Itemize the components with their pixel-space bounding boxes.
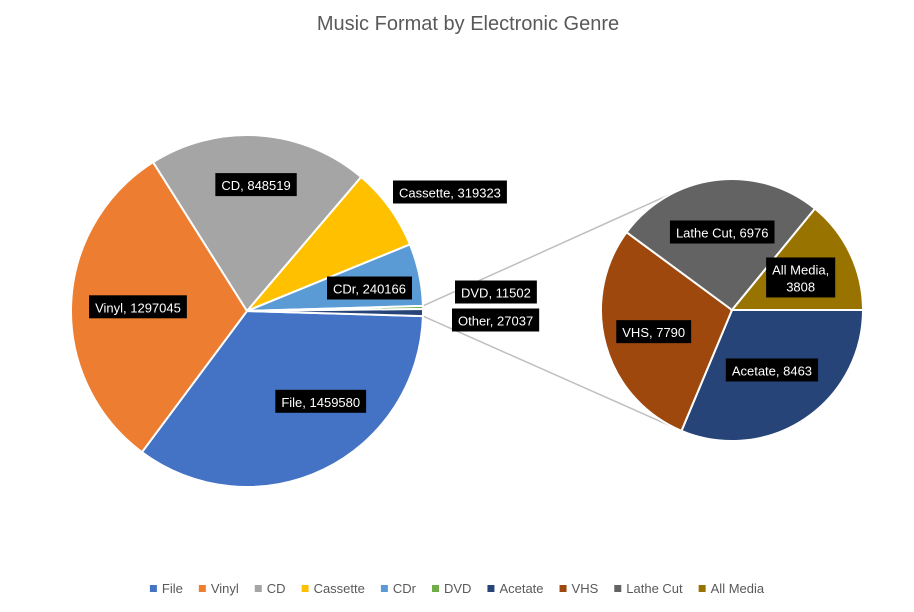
label-file-text: File, 1459580 bbox=[281, 395, 360, 410]
chart-title: Music Format by Electronic Genre bbox=[317, 13, 619, 35]
label-cd-box bbox=[215, 173, 297, 197]
legend-swatch bbox=[149, 585, 157, 592]
label-lathe-cut: Lathe Cut, 6976 bbox=[669, 220, 775, 244]
label-cdr-text: CDr, 240166 bbox=[333, 282, 406, 297]
legend-item-all-media: All Media bbox=[698, 581, 765, 596]
label-dvd-text: DVD, 11502 bbox=[461, 286, 531, 301]
label-vhs-text: VHS, 7790 bbox=[622, 325, 685, 340]
label-vinyl-text: Vinyl, 1297045 bbox=[95, 300, 181, 315]
label-lathe-cut-text: Lathe Cut, 6976 bbox=[676, 226, 769, 241]
label-other-text: Other, 27037 bbox=[458, 314, 533, 329]
legend-swatch bbox=[487, 585, 495, 592]
label-lathe-cut-box bbox=[669, 220, 775, 244]
legend-label: File bbox=[162, 581, 183, 596]
legend-swatch bbox=[254, 585, 262, 592]
legend-swatch bbox=[198, 585, 206, 592]
secondary-pie bbox=[600, 178, 865, 442]
label-cassette-text: Cassette, 319323 bbox=[399, 186, 501, 201]
label-cdr: CDr, 240166 bbox=[327, 276, 412, 300]
label-other: Other, 27037 bbox=[452, 308, 540, 332]
legend-label: CDr bbox=[393, 581, 417, 596]
legend-swatch bbox=[301, 585, 309, 592]
label-cdr-box bbox=[327, 276, 412, 300]
legend-swatch bbox=[614, 585, 622, 592]
label-all-media-text: 3808 bbox=[786, 279, 815, 294]
legend-item-vhs: VHS bbox=[559, 581, 599, 596]
legend-item-cassette: Cassette bbox=[301, 581, 365, 596]
label-all-media-text: All Media, bbox=[772, 262, 829, 277]
legend-label: DVD bbox=[444, 581, 471, 596]
secondary-slice-lathe-cut bbox=[625, 178, 817, 312]
label-acetate-box bbox=[725, 358, 819, 382]
label-dvd: DVD, 11502 bbox=[455, 280, 537, 304]
legend-swatch bbox=[380, 585, 388, 592]
legend-item-cdr: CDr bbox=[380, 581, 417, 596]
legend-item-vinyl: Vinyl bbox=[198, 581, 239, 596]
label-file-box bbox=[275, 389, 367, 413]
label-vinyl: Vinyl, 1297045 bbox=[89, 295, 187, 319]
label-acetate: Acetate, 8463 bbox=[725, 358, 819, 382]
label-file: File, 1459580 bbox=[275, 389, 367, 413]
label-cassette-box bbox=[393, 180, 507, 204]
legend-item-dvd: DVD bbox=[431, 581, 471, 596]
label-acetate-text: Acetate, 8463 bbox=[732, 363, 812, 378]
legend-swatch bbox=[559, 585, 567, 592]
label-cd-text: CD, 848519 bbox=[221, 178, 290, 193]
label-vinyl-box bbox=[89, 295, 187, 319]
label-other-box bbox=[452, 308, 540, 332]
legend-label: Acetate bbox=[499, 581, 543, 596]
label-vhs-box bbox=[616, 320, 692, 344]
legend-item-lathe-cut: Lathe Cut bbox=[614, 581, 683, 596]
legend-label: Vinyl bbox=[211, 581, 239, 596]
slice-cd bbox=[151, 134, 363, 313]
legend: File Vinyl CD Cassette CDr DVD Acetate VHS Lathe… bbox=[149, 581, 765, 596]
label-cassette: Cassette, 319323 bbox=[393, 180, 507, 204]
label-cd: CD, 848519 bbox=[215, 173, 297, 197]
label-vhs: VHS, 7790 bbox=[616, 320, 692, 344]
label-dvd-box bbox=[455, 280, 537, 304]
legend-swatch bbox=[431, 585, 439, 592]
legend-label: VHS bbox=[572, 581, 599, 596]
legend-swatch bbox=[698, 585, 706, 592]
legend-label: Lathe Cut bbox=[626, 581, 683, 596]
label-all-media-box bbox=[766, 257, 836, 298]
legend-item-cd: CD bbox=[254, 581, 286, 596]
data-labels: File, 1459580 Vinyl, 1297045 CD, 848519 Cas… bbox=[89, 173, 836, 413]
label-all-media: All Media, 3808 bbox=[766, 257, 836, 298]
legend-item-acetate: Acetate bbox=[487, 581, 544, 596]
legend-item-file: File bbox=[149, 581, 183, 596]
slice-other bbox=[246, 307, 425, 318]
legend-label: All Media bbox=[711, 581, 765, 596]
legend-label: Cassette bbox=[314, 581, 365, 596]
connector-line-bottom bbox=[422, 315, 684, 433]
legend-label: CD bbox=[267, 581, 286, 596]
